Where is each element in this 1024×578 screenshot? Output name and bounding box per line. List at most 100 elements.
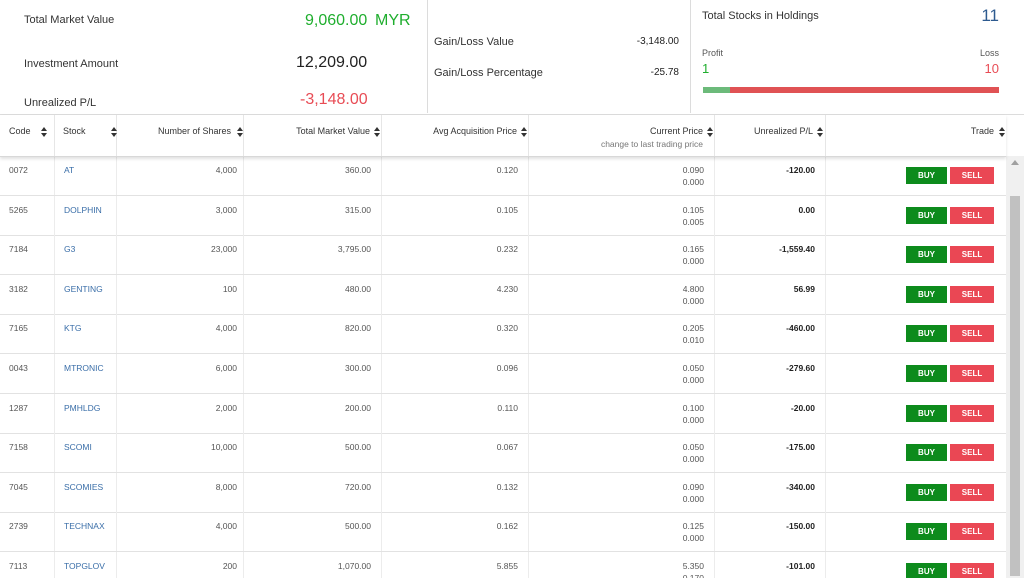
buy-button[interactable]: BUY (906, 365, 947, 382)
sort-icon[interactable] (817, 127, 823, 137)
buy-button[interactable]: BUY (906, 523, 947, 541)
current-price-cell: 0.090 0.000 (529, 472, 715, 512)
buy-button[interactable]: BUY (906, 483, 947, 501)
buy-button[interactable]: BUY (906, 563, 947, 578)
sell-button[interactable]: SELL (950, 246, 994, 264)
avg-acquisition-price: 0.320 (496, 323, 518, 334)
trade-cell: BUY SELL (826, 394, 1006, 433)
col-header-market-value[interactable]: Total Market Value (244, 115, 382, 156)
market-value: 500.00 (345, 521, 371, 532)
sort-icon[interactable] (521, 127, 527, 137)
unrealized-pl-cell: -120.00 (715, 156, 826, 195)
price-change: 0.000 (682, 295, 704, 306)
market-value: 360.00 (345, 165, 371, 175)
avg-acquisition-price: 5.855 (496, 561, 518, 571)
avg-price-cell: 5.855 (382, 552, 529, 578)
buy-button[interactable]: BUY (906, 246, 947, 264)
stock-name-link[interactable]: TOPGLOV (64, 561, 105, 571)
col-header-current-price-sub: change to last trading price (600, 139, 703, 149)
share-count: 10,000 (211, 442, 237, 453)
shares-cell: 100 (117, 274, 244, 314)
share-count: 3,000 (215, 204, 237, 215)
share-count: 23,000 (211, 244, 237, 255)
share-count: 100 (222, 283, 237, 294)
sell-button[interactable]: SELL (950, 404, 994, 422)
current-price: 0.050 (682, 363, 704, 373)
table-row: 7158 SCOMI 10,000 500.00 0.067 0.050 0.0… (0, 433, 1006, 474)
current-price-cell: 0.050 0.000 (529, 433, 715, 473)
col-header-unrealized-pl[interactable]: Unrealized P/L (715, 115, 826, 156)
code-cell: 7045 (0, 472, 55, 512)
stock-code: 7045 (9, 481, 28, 492)
sell-button[interactable]: SELL (950, 325, 994, 343)
col-header-shares[interactable]: Number of Shares (117, 115, 244, 156)
trade-cell: BUY SELL (826, 354, 1006, 393)
stock-name-link[interactable]: SCOMI (64, 442, 92, 453)
stock-code: 7184 (9, 244, 28, 255)
sell-button[interactable]: SELL (950, 167, 994, 184)
shares-cell: 2,000 (117, 393, 244, 433)
market-value: 1,070.00 (337, 561, 371, 571)
sell-button[interactable]: SELL (950, 563, 994, 578)
price-change: 0.000 (682, 493, 704, 504)
current-price: 0.100 (682, 402, 704, 413)
sell-button[interactable]: SELL (950, 483, 994, 501)
stock-name-link[interactable]: KTG (64, 323, 82, 334)
stock-name-link[interactable]: DOLPHIN (64, 204, 102, 215)
unrealized-pl-cell: -460.00 (715, 314, 826, 354)
stock-name-link[interactable]: GENTING (64, 283, 103, 294)
stock-cell: TECHNAX (55, 512, 117, 552)
market-value: 300.00 (345, 363, 371, 373)
scroll-up-icon[interactable] (1011, 160, 1019, 165)
stock-name-link[interactable]: SCOMIES (64, 481, 104, 492)
shares-cell: 4,000 (117, 156, 244, 195)
code-cell: 7165 (0, 314, 55, 354)
buy-button[interactable]: BUY (906, 167, 947, 184)
sort-icon[interactable] (111, 127, 117, 137)
sell-button[interactable]: SELL (950, 365, 994, 382)
col-header-current-price[interactable]: Current Price change to last trading pri… (529, 115, 715, 156)
share-count: 4,000 (215, 521, 237, 532)
stock-code: 7165 (9, 323, 28, 334)
sell-button[interactable]: SELL (950, 285, 994, 303)
buy-button[interactable]: BUY (906, 404, 947, 422)
stock-code: 0043 (9, 363, 28, 373)
buy-button[interactable]: BUY (906, 444, 947, 462)
stock-name-link[interactable]: G3 (64, 244, 76, 255)
buy-button[interactable]: BUY (906, 206, 947, 224)
col-header-stock[interactable]: Stock (55, 115, 117, 156)
price-change: 0.170 (682, 573, 704, 578)
stock-name-link[interactable]: PMHLDG (64, 402, 101, 413)
current-price: 0.165 (682, 244, 704, 255)
unrealized-pl-cell: -101.00 (715, 552, 826, 578)
sell-button[interactable]: SELL (950, 523, 994, 541)
stock-cell: KTG (55, 314, 117, 354)
current-price: 0.090 (682, 481, 704, 492)
col-header-avg-price-label: Avg Acquisition Price (433, 126, 517, 136)
sell-button[interactable]: SELL (950, 206, 994, 224)
buy-button[interactable]: BUY (906, 325, 947, 343)
col-header-code[interactable]: Code (0, 115, 55, 156)
profit-ratio-fill (703, 87, 730, 93)
sort-icon[interactable] (374, 127, 380, 137)
col-header-avg-price[interactable]: Avg Acquisition Price (382, 115, 529, 156)
stock-name-link[interactable]: TECHNAX (64, 521, 105, 532)
shares-cell: 10,000 (117, 433, 244, 473)
table-scrollbar[interactable] (1006, 156, 1024, 578)
sort-icon[interactable] (41, 127, 47, 137)
current-price: 0.050 (682, 442, 704, 453)
stock-cell: GENTING (55, 274, 117, 314)
stock-name-link[interactable]: MTRONIC (64, 363, 104, 373)
scrollbar-thumb[interactable] (1010, 196, 1020, 576)
sell-button[interactable]: SELL (950, 444, 994, 462)
sort-icon[interactable] (237, 127, 243, 137)
col-header-trade[interactable]: Trade (826, 115, 1006, 156)
price-change: 0.000 (682, 414, 704, 425)
avg-price-cell: 4.230 (382, 274, 529, 314)
buy-button[interactable]: BUY (906, 285, 947, 303)
sort-icon[interactable] (707, 127, 713, 137)
total-stocks-label: Total Stocks in Holdings (702, 10, 819, 22)
sort-icon[interactable] (999, 127, 1005, 137)
stock-name-link[interactable]: AT (64, 165, 75, 175)
stock-code: 5265 (9, 204, 28, 215)
